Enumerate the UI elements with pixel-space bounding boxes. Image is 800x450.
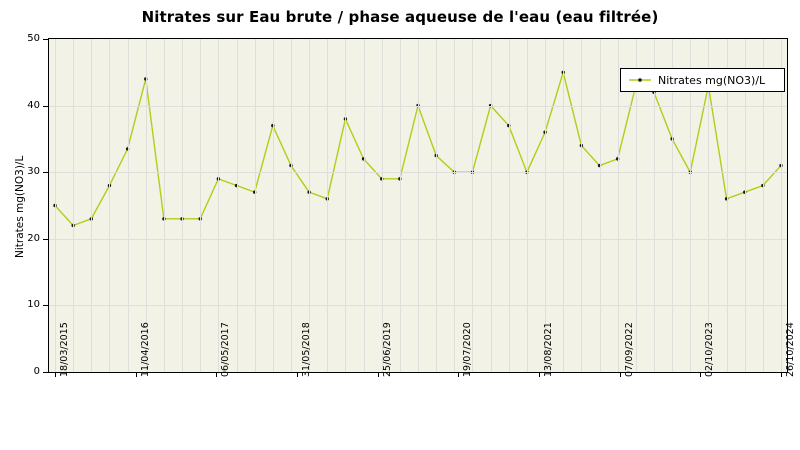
- x-axis-tick: [620, 372, 621, 377]
- x-axis-tick-label: 31/05/2018: [300, 322, 312, 377]
- x-axis-tick-label: 19/07/2020: [462, 322, 474, 377]
- gridline-vertical: [472, 39, 473, 372]
- x-axis-tick: [55, 372, 56, 377]
- gridline-vertical: [345, 39, 346, 372]
- gridline-vertical: [237, 39, 238, 372]
- x-axis-tick: [297, 372, 298, 377]
- x-axis-tick: [378, 372, 379, 377]
- x-axis-tick-label: 26/10/2024: [785, 322, 796, 377]
- y-axis-tick-label: 20: [27, 233, 40, 244]
- x-axis-tick: [458, 372, 459, 377]
- y-axis-tick-label: 50: [27, 33, 40, 44]
- x-axis-tick-label: 11/04/2016: [139, 322, 151, 377]
- x-axis-tick: [700, 372, 701, 377]
- x-axis-tick: [136, 372, 137, 377]
- gridline-vertical: [182, 39, 183, 372]
- gridline-vertical: [708, 39, 709, 372]
- x-axis-tick: [216, 372, 217, 377]
- gridline-vertical: [73, 39, 74, 372]
- x-axis-tick-label: 06/05/2017: [220, 322, 232, 377]
- gridline-vertical: [382, 39, 383, 372]
- y-axis-tick-label: 0: [33, 366, 40, 377]
- gridline-vertical: [672, 39, 673, 372]
- gridline-vertical: [273, 39, 274, 372]
- gridline-vertical: [727, 39, 728, 372]
- gridline-vertical: [327, 39, 328, 372]
- x-axis-tick: [781, 372, 782, 377]
- plot-area: [48, 38, 788, 373]
- legend-entry-label: Nitrates mg(NO3)/L: [658, 73, 766, 87]
- y-axis-tick: [43, 372, 48, 373]
- gridline-vertical: [763, 39, 764, 372]
- gridline-vertical: [309, 39, 310, 372]
- gridline-vertical: [91, 39, 92, 372]
- gridline-vertical: [600, 39, 601, 372]
- gridline-horizontal: [49, 305, 787, 306]
- gridline-vertical: [128, 39, 129, 372]
- gridline-horizontal: [49, 239, 787, 240]
- chart-legend: Nitrates mg(NO3)/L: [620, 68, 785, 92]
- y-axis-tick: [43, 39, 48, 40]
- gridline-vertical: [164, 39, 165, 372]
- y-axis-tick: [43, 172, 48, 173]
- gridline-horizontal: [49, 172, 787, 173]
- gridline-vertical: [618, 39, 619, 372]
- x-axis-tick-label: 18/03/2015: [59, 322, 70, 377]
- gridline-vertical: [55, 39, 56, 372]
- gridline-vertical: [146, 39, 147, 372]
- gridline-vertical: [418, 39, 419, 372]
- y-axis-tick-label: 10: [27, 299, 40, 310]
- gridline-vertical: [436, 39, 437, 372]
- gridline-vertical: [454, 39, 455, 372]
- gridline-vertical: [745, 39, 746, 372]
- gridline-vertical: [636, 39, 637, 372]
- gridline-vertical: [654, 39, 655, 372]
- gridline-vertical: [200, 39, 201, 372]
- gridline-vertical: [509, 39, 510, 372]
- gridline-vertical: [218, 39, 219, 372]
- gridline-vertical: [527, 39, 528, 372]
- gridline-vertical: [690, 39, 691, 372]
- gridline-vertical: [563, 39, 564, 372]
- gridline-vertical: [364, 39, 365, 372]
- y-axis-tick: [43, 239, 48, 240]
- gridline-vertical: [109, 39, 110, 372]
- gridline-vertical: [400, 39, 401, 372]
- gridline-vertical: [545, 39, 546, 372]
- gridline-vertical: [291, 39, 292, 372]
- gridline-horizontal: [49, 106, 787, 107]
- y-axis-tick-label: 30: [27, 166, 40, 177]
- x-axis-tick-label: 02/10/2023: [704, 322, 716, 377]
- gridline-vertical: [581, 39, 582, 372]
- x-axis-tick: [539, 372, 540, 377]
- x-axis-tick-label: 25/06/2019: [381, 322, 393, 377]
- x-axis-tick-label: 13/08/2021: [543, 322, 555, 377]
- y-axis-tick: [43, 106, 48, 107]
- x-axis-tick-label: 07/09/2022: [623, 322, 635, 377]
- gridline-vertical: [781, 39, 782, 372]
- legend-marker-icon: [629, 78, 651, 82]
- gridline-vertical: [255, 39, 256, 372]
- y-axis-tick-label: 40: [27, 100, 40, 111]
- chart-title: Nitrates sur Eau brute / phase aqueuse d…: [141, 8, 659, 26]
- gridline-vertical: [491, 39, 492, 372]
- y-axis-tick: [43, 305, 48, 306]
